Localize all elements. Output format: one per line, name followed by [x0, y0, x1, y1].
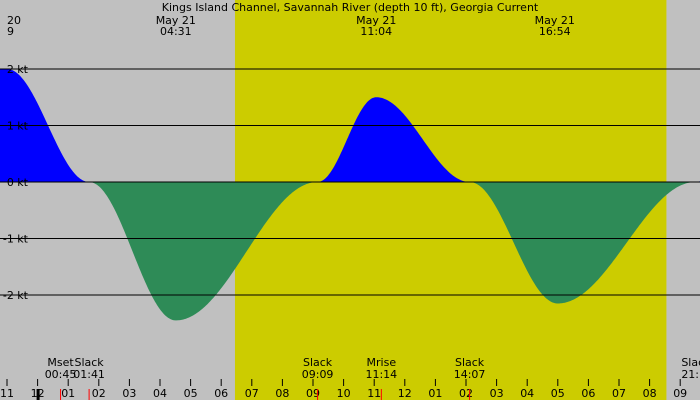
- top-date-label: May 21: [535, 14, 575, 27]
- top-time-label: 9: [7, 25, 14, 38]
- top-time-label: 11:04: [360, 25, 392, 38]
- hour-label: 06: [214, 387, 228, 400]
- hour-label: 02: [92, 387, 106, 400]
- midnight-marker: [36, 389, 40, 400]
- event-time: 21:1: [681, 368, 700, 381]
- hour-label: 01: [428, 387, 442, 400]
- grid-lines: [0, 68, 700, 296]
- top-date-label: May 21: [156, 14, 196, 27]
- hour-label: 05: [184, 387, 198, 400]
- event-name: Slack: [303, 356, 333, 369]
- hour-label: 02: [459, 387, 473, 400]
- hour-label: 09: [673, 387, 687, 400]
- hour-label: 07: [245, 387, 259, 400]
- hour-label: 08: [275, 387, 289, 400]
- y-tick-label: 1 kt: [7, 120, 29, 133]
- event-time: 09:09: [302, 368, 334, 381]
- event-name: Mset: [47, 356, 74, 369]
- hour-label: 07: [612, 387, 626, 400]
- event-labels: Mset00:45Slack01:41Slack09:09Mrise11:14S…: [45, 356, 700, 381]
- event-name: Slack: [455, 356, 485, 369]
- hour-label: 10: [337, 387, 351, 400]
- event-time: 00:45: [45, 368, 77, 381]
- top-time-label: 04:31: [160, 25, 192, 38]
- hour-label: 05: [551, 387, 565, 400]
- ebb-area: [90, 182, 318, 321]
- y-tick-label: -2 kt: [3, 289, 29, 302]
- chart-title: Kings Island Channel, Savannah River (de…: [162, 1, 539, 14]
- event-time: 11:14: [365, 368, 397, 381]
- hour-label: 08: [643, 387, 657, 400]
- event-name: Slack: [74, 356, 104, 369]
- top-date-label: 20: [7, 14, 21, 27]
- hour-label: 03: [490, 387, 504, 400]
- top-date-label: May 21: [356, 14, 396, 27]
- top-time-label: 16:54: [539, 25, 571, 38]
- flood-area: [318, 97, 470, 182]
- hour-label: 04: [153, 387, 167, 400]
- y-tick-label: -1 kt: [3, 233, 29, 246]
- y-axis-labels: 2 kt 1 kt 0 kt -1 kt -2 kt: [3, 63, 29, 302]
- hour-label: 09: [306, 387, 320, 400]
- y-tick-label: 2 kt: [7, 63, 29, 76]
- hour-label: 06: [581, 387, 595, 400]
- hour-axis: 1112010203040506070809101112010203040506…: [0, 379, 687, 400]
- event-time: 01:41: [73, 368, 105, 381]
- hour-label: 03: [122, 387, 136, 400]
- event-name: Mrise: [367, 356, 397, 369]
- event-name: Slac: [681, 356, 700, 369]
- ebb-area: [470, 182, 696, 304]
- hour-label: 12: [398, 387, 412, 400]
- y-tick-label: 0 kt: [7, 176, 29, 189]
- hour-label: 11: [0, 387, 14, 400]
- hour-label: 11: [367, 387, 381, 400]
- event-time: 14:07: [454, 368, 486, 381]
- hour-label: 01: [61, 387, 75, 400]
- hour-label: 04: [520, 387, 534, 400]
